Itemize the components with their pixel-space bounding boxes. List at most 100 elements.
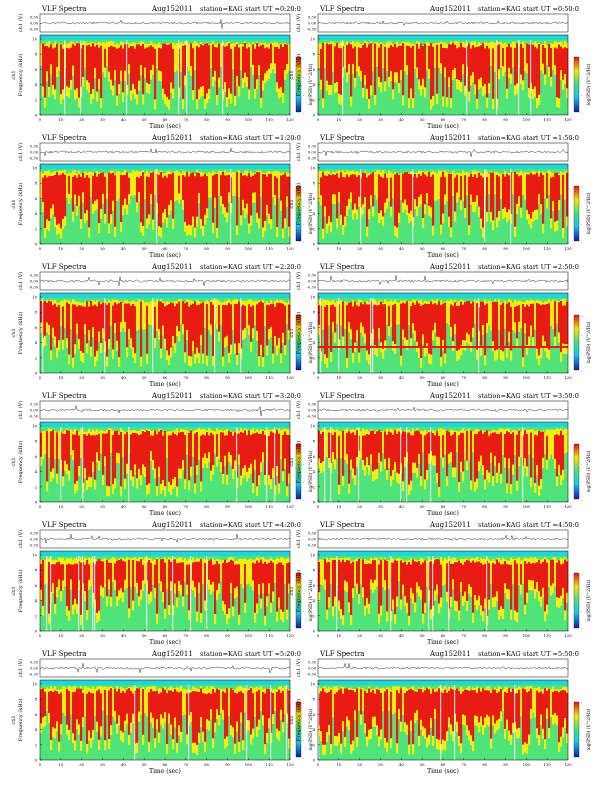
- colorbar: [573, 572, 580, 629]
- spectrogram-cell-yellow: [154, 170, 157, 195]
- spectrogram-cell-red: [104, 689, 107, 741]
- spectrogram-cell-red: [540, 563, 543, 597]
- spectrogram-tone-line: [318, 346, 568, 348]
- spectrogram-cell-red: [178, 432, 181, 469]
- spectrogram-cell-red: [550, 177, 553, 219]
- colorbar-label: log(PSD) (V^2/Hz): [309, 708, 314, 750]
- spectrogram-cell-red: [72, 304, 75, 358]
- spectrogram-cell-red: [58, 561, 61, 580]
- spectrogram-cell-yellow: [438, 42, 441, 68]
- spectrogram-dropout: [152, 298, 154, 373]
- spectrogram-cell-yellow: [60, 301, 63, 326]
- spectrogram-cell-red: [472, 690, 475, 742]
- spectrogram-cell-red: [236, 172, 239, 226]
- time-tick-label: 40: [399, 504, 404, 509]
- amplitude-frame: [317, 658, 569, 678]
- spectrogram-cell-red: [134, 433, 137, 465]
- colorbar-tick-label: -: [303, 739, 305, 743]
- spectrogram-cell-red: [454, 177, 457, 212]
- spectrogram-cell-red: [480, 563, 483, 606]
- spectrogram-cell-red: [484, 564, 487, 599]
- spectrogram-cell-yellow: [254, 687, 257, 717]
- panel-station: station=KAG: [200, 263, 243, 271]
- spectrogram-cell-red: [464, 47, 467, 86]
- start-prefix: start UT =: [523, 263, 558, 271]
- spectrogram-cell-red: [320, 49, 323, 80]
- spectrogram-cell-red: [236, 44, 239, 76]
- spectrogram-cell-yellow: [512, 41, 515, 68]
- spectrogram-cell-red: [288, 562, 291, 584]
- spectrogram-cell-yellow: [360, 559, 363, 585]
- spectrogram-cell-red: [432, 174, 435, 226]
- spectrogram-cell-red: [530, 173, 533, 219]
- spectrogram-cell-yellow: [386, 301, 389, 325]
- spectrogram-cell-red: [80, 176, 83, 219]
- spectrogram-cell-red: [450, 435, 453, 452]
- spectrogram-cell-yellow: [254, 300, 257, 326]
- start-ut: 1:50:0: [558, 134, 579, 142]
- amp-tick-label: 0.00: [308, 667, 317, 671]
- spectrogram-cell-yellow: [544, 172, 547, 199]
- spectrogram-cell-red: [496, 693, 499, 721]
- spectrogram-dropout: [440, 685, 442, 760]
- spectrogram-cell-red: [348, 43, 351, 64]
- spectrogram-cell-red: [108, 302, 111, 340]
- spectrogram-cell-red: [492, 302, 495, 342]
- spectrogram-cell-red: [216, 561, 219, 591]
- spectrogram-cell-red: [210, 559, 213, 585]
- spectrogram-cell-yellow: [70, 302, 73, 330]
- spectrogram-cell-red: [566, 301, 569, 344]
- spectrogram-cell-red: [368, 304, 371, 355]
- spectrogram-cell-red: [534, 46, 537, 87]
- spectrogram-cell-red: [348, 431, 351, 484]
- spectrogram-cell-yellow: [534, 301, 537, 330]
- spectrogram-cell-yellow: [490, 301, 493, 331]
- spectrogram-cell-red: [88, 306, 91, 330]
- panel-title: VLF Spectra: [319, 263, 364, 271]
- spectrogram-cell-yellow: [44, 431, 47, 454]
- spectrogram-dropout: [478, 298, 480, 373]
- spectrogram-cell-yellow: [472, 431, 475, 453]
- spectrogram-cell-red: [270, 560, 273, 603]
- freq-tick-label: 0: [313, 113, 316, 118]
- spectrogram-cell-yellow: [208, 302, 211, 330]
- time-axis-label: Time (sec): [149, 381, 181, 388]
- time-axis-label: Time (sec): [427, 123, 459, 130]
- freq-tick-label: 10: [310, 682, 315, 687]
- spectrogram-cell-red: [420, 306, 423, 358]
- spectrogram-cell-red: [214, 174, 217, 198]
- spectrogram-cell-red: [272, 693, 275, 715]
- spectrogram-cell-red: [448, 690, 451, 718]
- time-axis-label: Time (sec): [427, 768, 459, 775]
- spectrogram-cell-red: [546, 304, 549, 348]
- spectrogram-cell-yellow: [116, 171, 119, 201]
- spectrogram-cell-red: [458, 305, 461, 350]
- spectrogram-cell-red: [138, 435, 141, 469]
- spectrogram-cell-red: [102, 172, 105, 194]
- spectrogram-cell-red: [342, 559, 345, 616]
- spectrogram-cell-red: [98, 174, 101, 224]
- spectrogram-cell-red: [116, 48, 119, 96]
- spectrogram-cell-red: [206, 304, 209, 356]
- spectrogram-cell-red: [356, 305, 359, 331]
- panel-date: Aug152011: [429, 263, 471, 271]
- time-tick-label: 10: [58, 762, 63, 767]
- spectrogram-cell-red: [546, 690, 549, 709]
- freq-tick-label: 2: [313, 613, 316, 618]
- spectrogram-cell-yellow: [192, 431, 195, 457]
- time-tick-label: 20: [79, 504, 84, 509]
- spectrogram-cell-red: [384, 691, 387, 738]
- spectrogram-cell-red: [394, 174, 397, 226]
- colorbar-tick-label: -: [303, 462, 305, 466]
- spectrogram-cell-yellow: [220, 560, 223, 582]
- spectrogram-cell-red: [468, 690, 471, 731]
- spectrogram-cell-red: [270, 173, 273, 220]
- spectrogram-cell-yellow: [204, 301, 207, 328]
- spectrogram-dropout: [46, 556, 48, 631]
- spectrogram-cell-red: [422, 304, 425, 335]
- spectrogram-cell-red: [528, 174, 531, 215]
- spectrogram-cell-red: [180, 562, 183, 585]
- panel-date: Aug152011: [151, 134, 193, 142]
- spectrogram-cell-red: [234, 432, 237, 461]
- freq-tick-label: 6: [35, 583, 38, 588]
